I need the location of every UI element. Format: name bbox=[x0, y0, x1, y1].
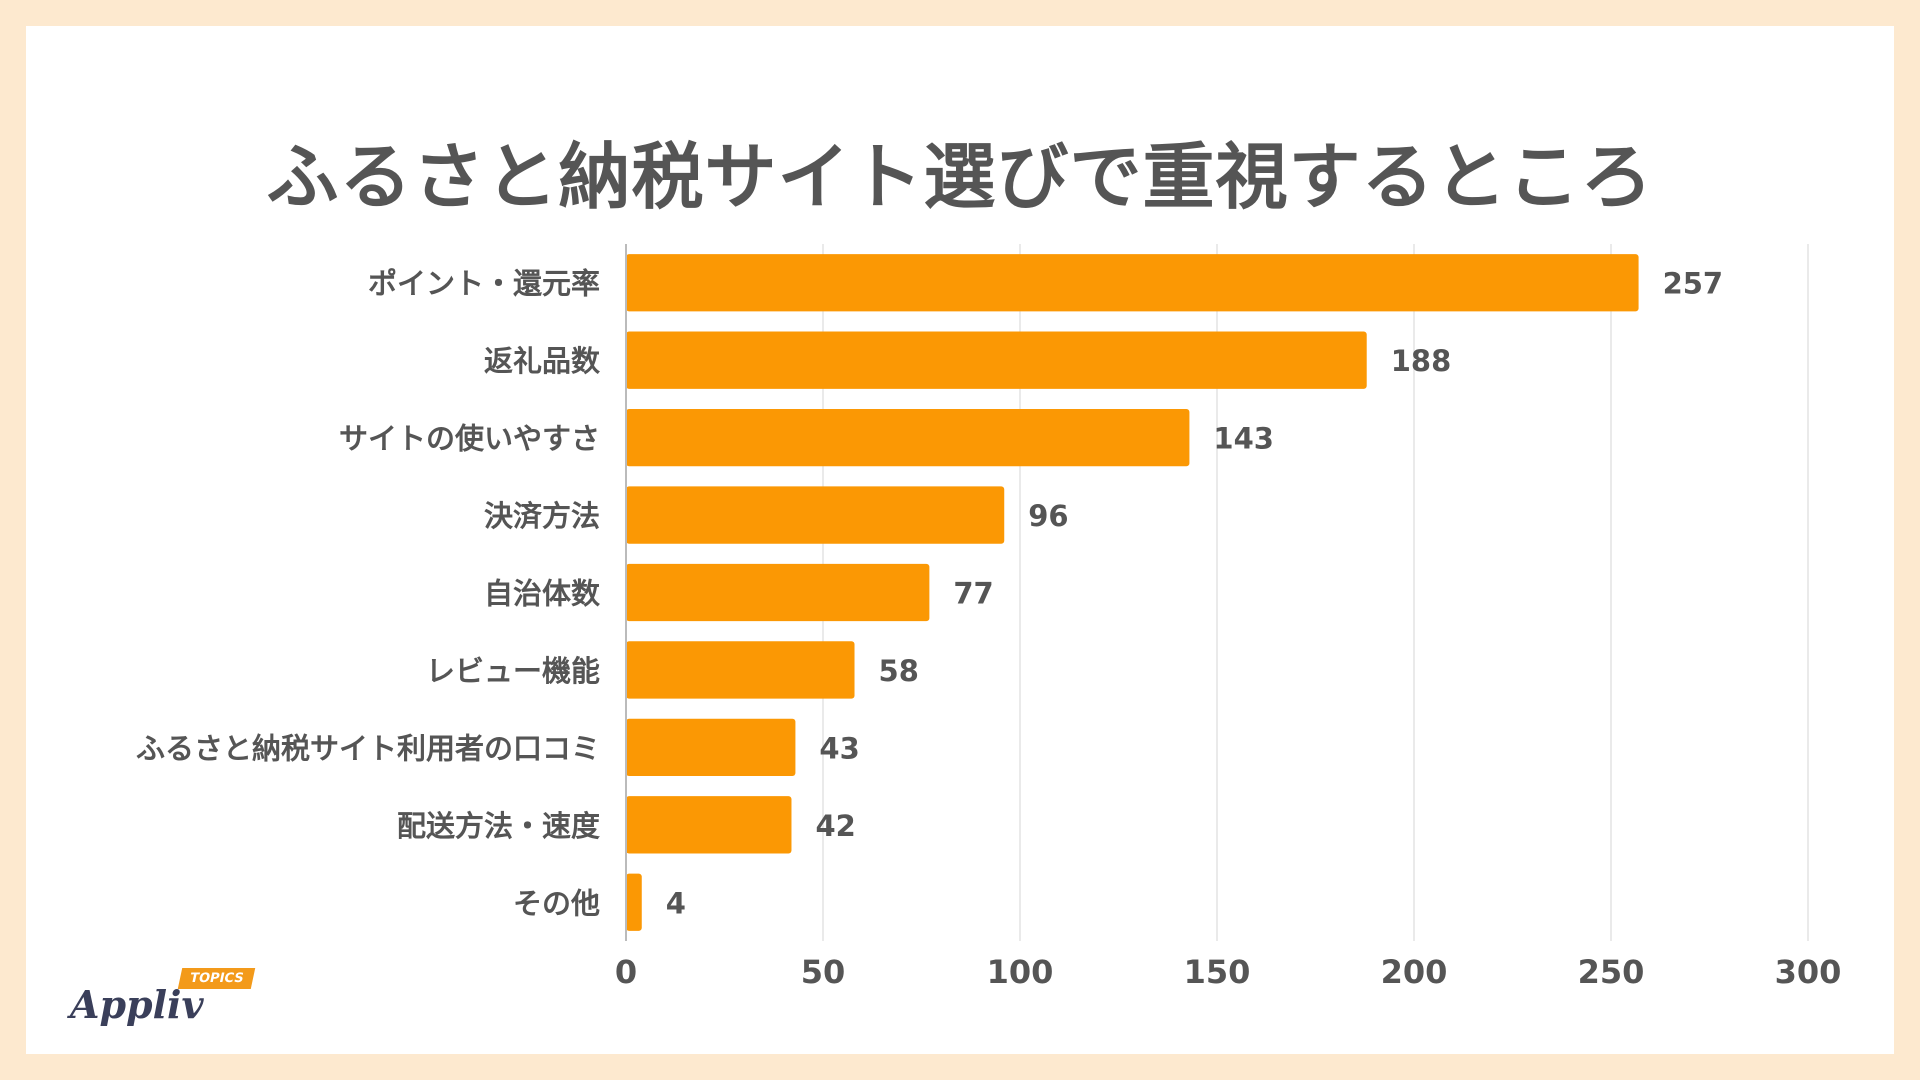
logo-wordmark: Appliv bbox=[70, 982, 204, 1027]
chart-title: ふるさと納税サイト選びで重視するところ bbox=[266, 135, 1654, 219]
bar bbox=[626, 486, 1005, 544]
bar bbox=[626, 563, 930, 622]
bar bbox=[626, 408, 1190, 467]
value-label: 96 bbox=[1028, 499, 1068, 533]
category-label: 決済方法 bbox=[484, 499, 600, 533]
value-label: 77 bbox=[953, 577, 993, 611]
value-label: 143 bbox=[1213, 422, 1274, 456]
bar bbox=[626, 718, 796, 777]
x-tick-label: 100 bbox=[987, 953, 1054, 991]
applivtopics-logo: Appliv TOPICS bbox=[70, 968, 260, 1030]
bar bbox=[626, 641, 855, 699]
bar bbox=[626, 331, 1367, 389]
x-tick-label: 50 bbox=[801, 953, 846, 991]
x-tick-label: 200 bbox=[1381, 953, 1448, 991]
category-label: ポイント・還元率 bbox=[368, 267, 600, 301]
chart-card: ふるさと納税サイト選びで重視するところ bbox=[26, 26, 1894, 1054]
value-label: 257 bbox=[1663, 267, 1724, 301]
category-label: 自治体数 bbox=[484, 577, 601, 611]
value-label: 188 bbox=[1391, 344, 1452, 378]
value-label: 58 bbox=[879, 654, 919, 688]
category-label: ふるさと納税サイト利用者の口コミ bbox=[136, 731, 600, 765]
bar bbox=[626, 873, 642, 931]
value-label: 4 bbox=[666, 886, 686, 920]
category-label: 配送方法・速度 bbox=[397, 809, 600, 843]
category-label: 返礼品数 bbox=[484, 344, 601, 378]
x-tick-label: 300 bbox=[1775, 953, 1842, 991]
x-tick-label: 0 bbox=[615, 953, 637, 991]
x-tick-label: 150 bbox=[1184, 953, 1251, 991]
x-tick-label: 250 bbox=[1578, 953, 1645, 991]
bar bbox=[626, 796, 792, 854]
category-label: レビュー機能 bbox=[426, 654, 600, 688]
category-label: その他 bbox=[513, 886, 600, 920]
value-label: 43 bbox=[819, 731, 859, 765]
bar bbox=[626, 254, 1639, 312]
category-label: サイトの使いやすさ bbox=[339, 422, 600, 456]
value-label: 42 bbox=[815, 809, 855, 843]
logo-tag: TOPICS bbox=[177, 968, 256, 989]
